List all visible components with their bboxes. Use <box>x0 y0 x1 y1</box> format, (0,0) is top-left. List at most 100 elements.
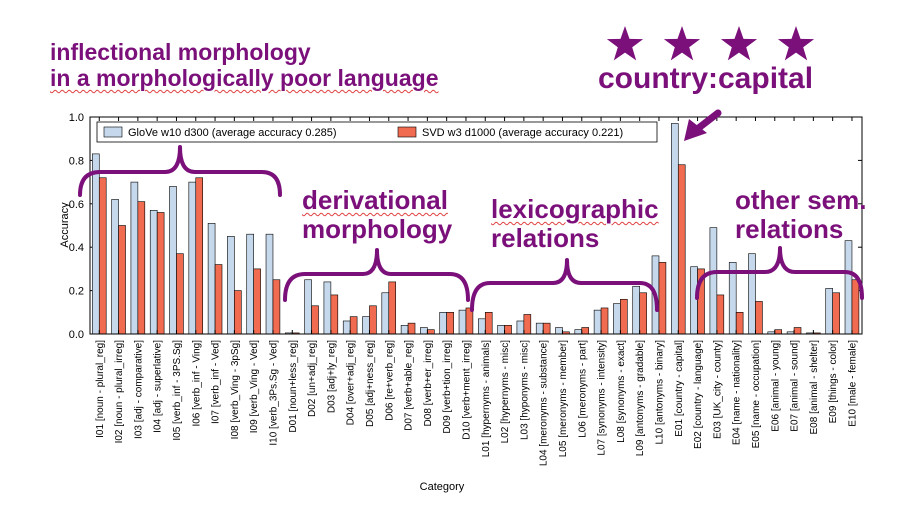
x-tick-label: L08 [synonyms - exact] <box>616 340 627 443</box>
bar-glove <box>478 318 486 335</box>
bar-glove <box>613 303 621 335</box>
star-icon <box>606 26 644 61</box>
bar-glove <box>593 309 602 335</box>
y-axis-label: Accuracy <box>59 202 71 248</box>
annotation-other: other sem. relations <box>735 185 867 244</box>
bar-svd <box>253 268 261 335</box>
x-tick-label: D03 [adj+ly_reg] <box>326 340 337 413</box>
x-tick-label: D04 [over+adj_reg] <box>346 340 357 426</box>
x-tick-label: L09 [antonyms - gradable] <box>635 340 646 456</box>
x-tick-label: E07 [animal - sound] <box>790 340 801 432</box>
annotation-inflectional-line2: in a morphologically poor language <box>50 64 439 91</box>
bar-svd <box>851 279 860 335</box>
y-tick-label: 0.8 <box>69 155 84 167</box>
x-tick-label: I03 [adj - comparative] <box>133 340 144 439</box>
legend-label-svd: SVD w3 d1000 (average accuracy 0.221) <box>422 127 623 139</box>
brace-inflectional <box>78 145 282 197</box>
annotation-inflectional-line1: inflectional morphology <box>50 39 311 65</box>
legend-swatch-glove <box>103 126 123 138</box>
bar-glove <box>111 199 119 335</box>
bar-glove <box>825 288 833 335</box>
bar-svd <box>755 301 763 335</box>
annotation-lexicographic-line2: relations <box>491 223 600 254</box>
brace-other <box>695 246 864 300</box>
bar-glove <box>497 325 505 335</box>
star-icon <box>720 26 758 61</box>
bar-glove <box>207 223 216 335</box>
bar-svd <box>369 305 377 335</box>
x-tick-label: L02 [hypernyms - misc] <box>500 340 511 444</box>
x-tick-label: L10 [antonyms - binary] <box>654 340 665 445</box>
x-tick-label: I04 [adj - superlative] <box>153 340 164 433</box>
x-tick-label: D01 [noun+less_reg] <box>288 340 299 433</box>
bar-svd <box>234 290 242 335</box>
bar-glove <box>323 281 332 335</box>
bar-svd <box>388 281 397 335</box>
bar-glove <box>188 181 197 335</box>
x-tick-label: L01 [hypernyms - animals] <box>481 340 492 457</box>
x-tick-label: I06 [verb_inf - Ving] <box>191 340 202 427</box>
x-tick-label: L07 [synonyms - intensity] <box>597 340 608 456</box>
x-tick-label: I07 [verb_inf - Ved] <box>211 340 222 424</box>
bar-glove <box>149 210 158 335</box>
star-icon <box>777 26 815 61</box>
x-tick-label: I08 [verb_Ving - 3pSg] <box>230 340 241 440</box>
x-tick-label: E03 [UK_city - county] <box>712 340 723 439</box>
group-braces <box>78 145 864 312</box>
x-tick-label: I01 [noun - plural_reg] <box>95 340 106 438</box>
bar-svd <box>176 253 184 335</box>
bar-glove <box>92 153 100 335</box>
bar-svd <box>484 311 493 335</box>
x-tick-label: E10 [male - female] <box>847 340 858 427</box>
bar-glove <box>690 266 698 335</box>
bar-glove <box>362 316 370 335</box>
bar-svd <box>504 325 512 335</box>
bar-svd <box>716 294 725 335</box>
x-tick-label: L06 [meronyms - part] <box>577 340 588 438</box>
x-tick-label: E05 [name - occupation] <box>751 340 762 449</box>
annotation-inflectional: inflectional morphology in a morphologic… <box>50 39 439 92</box>
bar-glove <box>169 186 177 335</box>
bar-glove <box>516 320 525 335</box>
bar-glove <box>439 311 447 335</box>
x-tick-label: E09 [things - color] <box>828 340 839 424</box>
x-tick-label: L03 [hyponyms - misc] <box>519 340 530 440</box>
bar-svd <box>349 316 358 335</box>
bar-glove <box>400 325 409 335</box>
x-tick-label: I05 [verb_inf - 3PS.Sg] <box>172 340 183 441</box>
plot-frame <box>89 116 863 335</box>
bar-svd <box>581 327 590 335</box>
annotation-derivational: derivational morphology <box>302 185 452 244</box>
bar-glove <box>130 181 139 335</box>
x-tick-label: D09 [verb+tion_irreg] <box>442 340 453 434</box>
x-tick-label: E01 [country - capital] <box>674 340 685 437</box>
brace-lexicographic <box>470 258 659 312</box>
bar-glove <box>632 285 640 335</box>
bar-svd <box>735 311 744 335</box>
x-tick-label: E02 [country - language] <box>693 340 704 449</box>
x-tick-label: I09 [verb_Ving - Ved] <box>249 340 260 433</box>
bar-svd <box>272 279 281 335</box>
x-tick-label: E06 [animal - young] <box>770 340 781 432</box>
bar-svd <box>620 298 628 335</box>
bar-glove <box>246 233 254 335</box>
bar-glove <box>342 320 351 335</box>
bar-glove <box>555 327 563 335</box>
bar-svd <box>214 264 223 335</box>
x-tick-label: D05 [adj+ness_reg] <box>365 340 376 427</box>
x-tick-label: D02 [un+adj_reg] <box>307 340 318 417</box>
annotation-derivational-line1: derivational <box>302 185 448 215</box>
bar-svd <box>156 212 165 335</box>
annotation-other-line1: other sem. <box>735 185 867 215</box>
x-tick-label: E08 [animal - shelter] <box>809 340 820 435</box>
y-tick-label: 0.2 <box>69 286 84 298</box>
bar-glove <box>535 322 544 335</box>
x-tick-label: D10 [verb+ment_irreg] <box>461 340 472 440</box>
bar-svd <box>407 322 416 335</box>
bar-glove <box>748 253 756 335</box>
x-tick-label: I10 [verb_3Ps.Sg - Ved] <box>268 340 279 446</box>
bar-svd <box>195 177 204 335</box>
legend-label-glove: GloVe w10 d300 (average accuracy 0.285) <box>128 127 337 139</box>
bar-glove <box>458 309 467 335</box>
plot-area: 0.0 0.2 0.4 0.6 0.8 1.0 I01 [noun - plural_reg… <box>69 112 862 466</box>
